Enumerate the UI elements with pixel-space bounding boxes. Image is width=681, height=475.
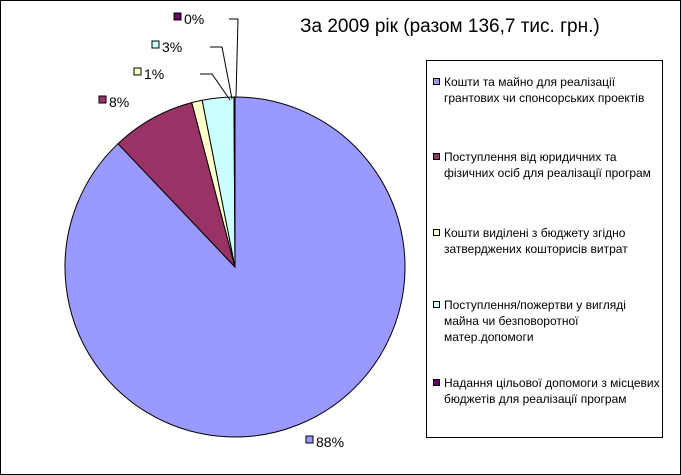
leader-line-donations xyxy=(210,46,233,100)
slice-label-swatch-donations xyxy=(151,40,160,49)
slice-label-swatch-local-budgets xyxy=(173,12,182,21)
legend-label-donations: Поступлення/пожертви у вигляді майна чи … xyxy=(444,298,626,344)
slice-label-swatch-grants xyxy=(305,435,314,444)
legend-label-local-budgets: Надання цільової допомоги з місцевих бюд… xyxy=(444,376,660,406)
legend-swatch-donations xyxy=(433,301,440,308)
legend: Кошти та майно для реалізації грантових … xyxy=(426,60,663,438)
slice-label-swatch-legal-persons xyxy=(98,95,107,104)
legend-label-budget: Кошти виділені з бюджету згідно затвердж… xyxy=(444,226,628,256)
legend-swatch-local-budgets xyxy=(433,379,440,386)
legend-swatch-legal-persons xyxy=(433,153,440,160)
slice-label-legal-persons: 8% xyxy=(109,94,129,110)
leader-line-local-budgets xyxy=(229,18,239,98)
chart-title: За 2009 рік (разом 136,7 тис. грн.) xyxy=(300,16,600,37)
slice-label-swatch-budget xyxy=(133,67,142,76)
legend-swatch-budget xyxy=(433,229,440,236)
slice-label-donations: 3% xyxy=(162,39,182,55)
slice-label-budget: 1% xyxy=(144,66,164,82)
legend-label-legal-persons: Поступлення від юридичних та фізичних ос… xyxy=(444,150,651,180)
legend-swatch-grants xyxy=(433,78,440,85)
pie-slice-grants xyxy=(64,96,406,438)
legend-label-grants: Кошти та майно для реалізації грантових … xyxy=(444,75,645,105)
leader-line-budget xyxy=(200,73,231,101)
slice-label-local-budgets: 0% xyxy=(184,11,204,27)
slice-label-grants: 88% xyxy=(316,434,344,450)
pie-slice-local-budgets xyxy=(233,96,236,268)
